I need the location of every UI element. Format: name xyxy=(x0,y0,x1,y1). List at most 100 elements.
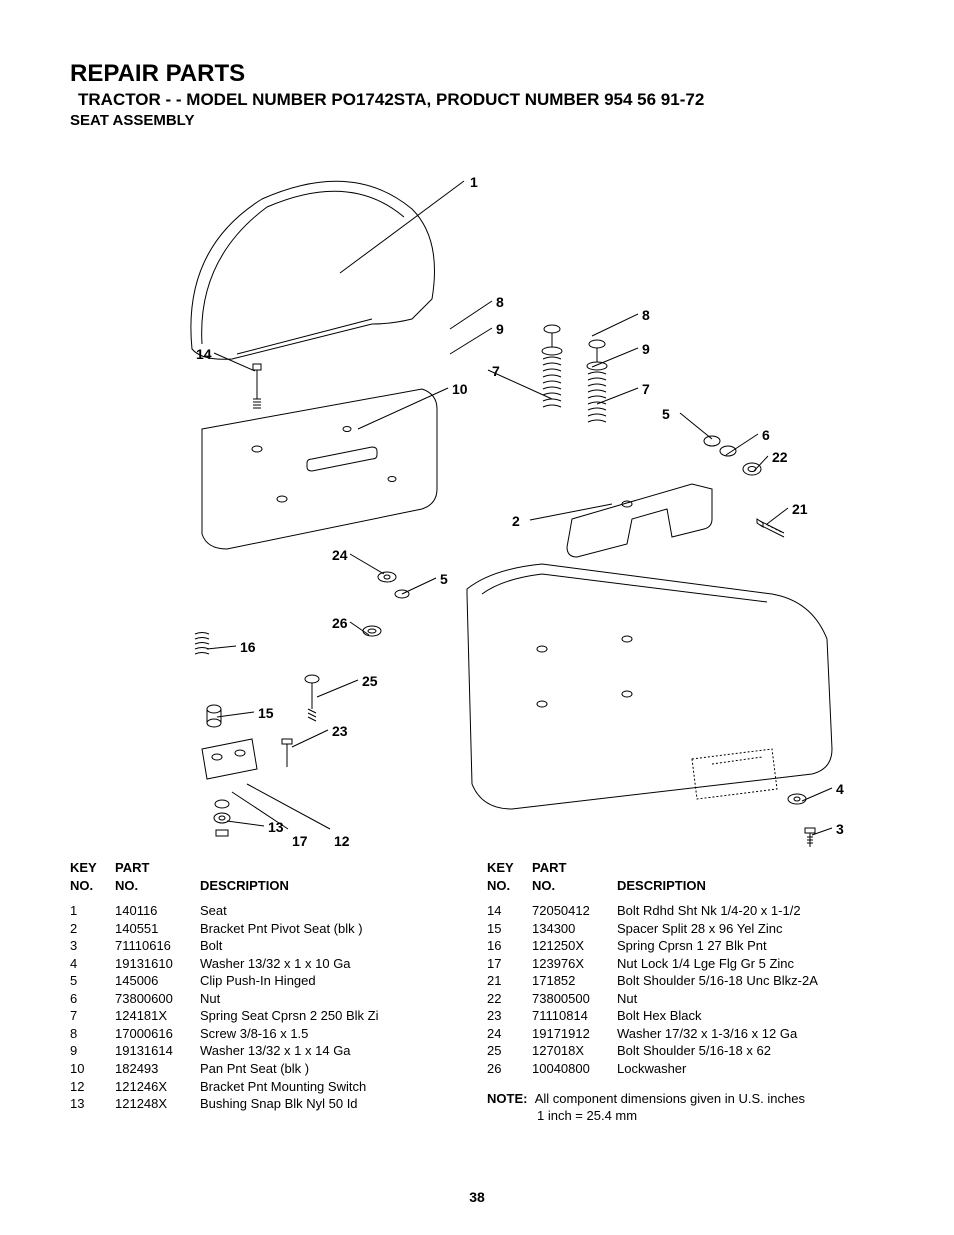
col-part: PARTNO. xyxy=(532,859,617,902)
table-row: 419131610Washer 13/32 x 1 x 10 Ga xyxy=(70,955,467,973)
table-cell: Bolt Shoulder 5/16-18 x 62 xyxy=(617,1042,884,1060)
page-title-section: SEAT ASSEMBLY xyxy=(70,112,884,129)
table-row: 12121246XBracket Pnt Mounting Switch xyxy=(70,1078,467,1096)
diagram-callout: 5 xyxy=(440,571,448,587)
diagram-callout: 12 xyxy=(334,833,350,849)
table-cell: 9 xyxy=(70,1042,115,1060)
diagram-callout: 7 xyxy=(642,381,650,397)
diagram-callout: 15 xyxy=(258,705,274,721)
table-row: 2371110814Bolt Hex Black xyxy=(487,1007,884,1025)
table-cell: Bolt Hex Black xyxy=(617,1007,884,1025)
col-part: PARTNO. xyxy=(115,859,200,902)
table-row: 2610040800Lockwasher xyxy=(487,1060,884,1078)
diagram-callout: 23 xyxy=(332,723,348,739)
table-row: 919131614Washer 13/32 x 1 x 14 Ga xyxy=(70,1042,467,1060)
diagram-callout: 17 xyxy=(292,833,308,849)
col-desc: DESCRIPTION xyxy=(617,859,884,902)
table-cell: 71110616 xyxy=(115,937,200,955)
table-row: 21171852Bolt Shoulder 5/16-18 Unc Blkz-2… xyxy=(487,972,884,990)
diagram-callout: 26 xyxy=(332,615,348,631)
table-cell: Bolt Shoulder 5/16-18 Unc Blkz-2A xyxy=(617,972,884,990)
page-title-sub: TRACTOR - - MODEL NUMBER PO1742STA, PROD… xyxy=(78,90,884,110)
table-cell: 25 xyxy=(487,1042,532,1060)
table-cell: 140551 xyxy=(115,920,200,938)
diagram-callout: 14 xyxy=(196,346,212,362)
table-cell: Seat xyxy=(200,902,467,920)
table-cell: 19131610 xyxy=(115,955,200,973)
diagram-callout: 24 xyxy=(332,547,348,563)
diagram-callout: 6 xyxy=(762,427,770,443)
table-cell: 121246X xyxy=(115,1078,200,1096)
parts-table-left: KEYNO. PARTNO. DESCRIPTION 1140116Seat21… xyxy=(70,859,467,1125)
diagram-callout: 2 xyxy=(512,513,520,529)
table-cell: Nut Lock 1/4 Lge Flg Gr 5 Zinc xyxy=(617,955,884,973)
diagram-callout: 16 xyxy=(240,639,256,655)
table-cell: 2 xyxy=(70,920,115,938)
table-cell: Screw 3/8-16 x 1.5 xyxy=(200,1025,467,1043)
table-cell: 121250X xyxy=(532,937,617,955)
diagram-callout: 5 xyxy=(662,406,670,422)
table-cell: 17 xyxy=(487,955,532,973)
diagram-callout: 3 xyxy=(836,821,844,837)
table-cell: Bracket Pnt Mounting Switch xyxy=(200,1078,467,1096)
diagram-callout: 22 xyxy=(772,449,788,465)
table-row: 25127018XBolt Shoulder 5/16-18 x 62 xyxy=(487,1042,884,1060)
table-cell: Washer 17/32 x 1-3/16 x 12 Ga xyxy=(617,1025,884,1043)
table-row: 1140116Seat xyxy=(70,902,467,920)
col-desc: DESCRIPTION xyxy=(200,859,467,902)
table-cell: 134300 xyxy=(532,920,617,938)
table-row: 10182493Pan Pnt Seat (blk ) xyxy=(70,1060,467,1078)
table-row: 17123976XNut Lock 1/4 Lge Flg Gr 5 Zinc xyxy=(487,955,884,973)
table-row: 371110616Bolt xyxy=(70,937,467,955)
table-row: 15134300Spacer Split 28 x 96 Yel Zinc xyxy=(487,920,884,938)
table-cell: 71110814 xyxy=(532,1007,617,1025)
diagram-callout: 4 xyxy=(836,781,844,797)
table-row: 817000616Screw 3/8-16 x 1.5 xyxy=(70,1025,467,1043)
table-cell: Bushing Snap Blk Nyl 50 Id xyxy=(200,1095,467,1113)
table-cell: 124181X xyxy=(115,1007,200,1025)
parts-tables: KEYNO. PARTNO. DESCRIPTION 1140116Seat21… xyxy=(70,859,884,1125)
table-cell: Spring Cprsn 1 27 Blk Pnt xyxy=(617,937,884,955)
table-cell: 15 xyxy=(487,920,532,938)
table-row: 7124181XSpring Seat Cprsn 2 250 Blk Zi xyxy=(70,1007,467,1025)
col-key: KEYNO. xyxy=(70,859,115,902)
table-cell: 72050412 xyxy=(532,902,617,920)
table-row: 13121248XBushing Snap Blk Nyl 50 Id xyxy=(70,1095,467,1113)
table-cell: 24 xyxy=(487,1025,532,1043)
table-cell: 182493 xyxy=(115,1060,200,1078)
table-cell: Bracket Pnt Pivot Seat (blk ) xyxy=(200,920,467,938)
table-cell: 1 xyxy=(70,902,115,920)
table-cell: 21 xyxy=(487,972,532,990)
table-cell: Bolt Rdhd Sht Nk 1/4-20 x 1-1/2 xyxy=(617,902,884,920)
table-row: 2140551Bracket Pnt Pivot Seat (blk ) xyxy=(70,920,467,938)
table-cell: Washer 13/32 x 1 x 14 Ga xyxy=(200,1042,467,1060)
table-row: 673800600Nut xyxy=(70,990,467,1008)
diagram-callout: 10 xyxy=(452,381,468,397)
table-cell: 6 xyxy=(70,990,115,1008)
diagram-callout: 7 xyxy=(492,363,500,379)
table-cell: Nut xyxy=(617,990,884,1008)
parts-table-right: KEYNO. PARTNO. DESCRIPTION 1472050412Bol… xyxy=(487,859,884,1125)
page-title-main: REPAIR PARTS xyxy=(70,60,884,88)
page-number: 38 xyxy=(0,1189,954,1205)
diagram-callout: 8 xyxy=(496,294,504,310)
table-cell: 10 xyxy=(70,1060,115,1078)
table-cell: Washer 13/32 x 1 x 10 Ga xyxy=(200,955,467,973)
table-cell: 73800500 xyxy=(532,990,617,1008)
table-row: 16121250XSpring Cprsn 1 27 Blk Pnt xyxy=(487,937,884,955)
diagram-callout: 1 xyxy=(470,174,478,190)
diagram-callout: 9 xyxy=(642,341,650,357)
table-row: 2273800500Nut xyxy=(487,990,884,1008)
table-cell: 12 xyxy=(70,1078,115,1096)
table-cell: 127018X xyxy=(532,1042,617,1060)
table-cell: Lockwasher xyxy=(617,1060,884,1078)
table-cell: 3 xyxy=(70,937,115,955)
diagram-callout: 13 xyxy=(268,819,284,835)
table-cell: Clip Push-In Hinged xyxy=(200,972,467,990)
table-row: 5145006Clip Push-In Hinged xyxy=(70,972,467,990)
table-cell: Spacer Split 28 x 96 Yel Zinc xyxy=(617,920,884,938)
table-cell: Nut xyxy=(200,990,467,1008)
table-cell: 7 xyxy=(70,1007,115,1025)
diagram-callout: 8 xyxy=(642,307,650,323)
table-cell: 26 xyxy=(487,1060,532,1078)
